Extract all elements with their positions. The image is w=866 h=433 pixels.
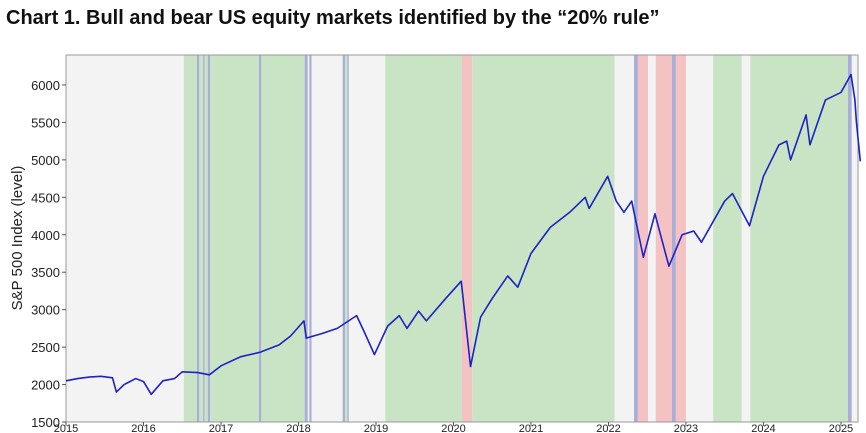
regime-band	[750, 55, 848, 422]
x-tick-label: 2025	[829, 423, 853, 433]
plot-frame	[65, 54, 859, 423]
chart-title: Chart 1. Bull and bear US equity markets…	[6, 7, 660, 29]
x-tick-label: 2018	[286, 423, 310, 433]
regime-band	[347, 55, 349, 422]
regime-band	[672, 55, 676, 422]
regime-band	[342, 55, 345, 422]
regime-band	[261, 55, 305, 422]
regime-band	[385, 55, 462, 422]
x-tick-label: 2024	[751, 423, 775, 433]
y-tick-label: 2500	[31, 340, 60, 355]
regime-band	[196, 55, 200, 422]
regime-band	[741, 55, 751, 422]
regime-band	[199, 55, 204, 422]
index-line	[65, 73, 862, 396]
y-axis-label: S&P 500 Index (level)	[9, 166, 26, 311]
y-tick-label: 4500	[31, 190, 60, 205]
regime-band	[472, 55, 615, 422]
regime-band	[847, 55, 852, 422]
y-tick-label: 5000	[31, 153, 60, 168]
regime-band	[348, 55, 386, 422]
x-tick-label: 2022	[596, 423, 620, 433]
y-tick-label: 3000	[31, 303, 60, 318]
regime-band	[66, 55, 184, 422]
regime-band	[851, 55, 858, 422]
x-tick-label: 2020	[441, 423, 465, 433]
y-tick-label: 2000	[31, 378, 60, 393]
regime-band	[183, 55, 197, 422]
x-tick-label: 2019	[364, 423, 388, 433]
regime-band	[462, 55, 473, 422]
regime-band	[637, 55, 648, 422]
regime-band	[655, 55, 673, 422]
regime-band	[309, 55, 312, 422]
regime-band	[307, 55, 310, 422]
y-tick-label: 3500	[31, 265, 60, 280]
regime-band	[344, 55, 348, 422]
y-tick-label: 6000	[31, 78, 60, 93]
y-tick-label: 5500	[31, 115, 60, 130]
regime-band	[204, 55, 208, 422]
y-tick-label: 4000	[31, 228, 60, 243]
regime-band	[647, 55, 656, 422]
regime-band	[210, 55, 259, 422]
regime-band	[207, 55, 211, 422]
x-tick-label: 2016	[131, 423, 155, 433]
regime-band	[258, 55, 262, 422]
regime-band	[713, 55, 742, 422]
regime-band	[634, 55, 638, 422]
regime-band	[311, 55, 343, 422]
regime-band	[304, 55, 308, 422]
x-tick-label: 2017	[209, 423, 233, 433]
x-tick-label: 2015	[54, 423, 78, 433]
x-tick-label: 2023	[674, 423, 698, 433]
regime-band	[614, 55, 635, 422]
regime-band	[203, 55, 205, 422]
x-tick-label: 2021	[519, 423, 543, 433]
y-tick-label: 1500	[31, 415, 60, 430]
